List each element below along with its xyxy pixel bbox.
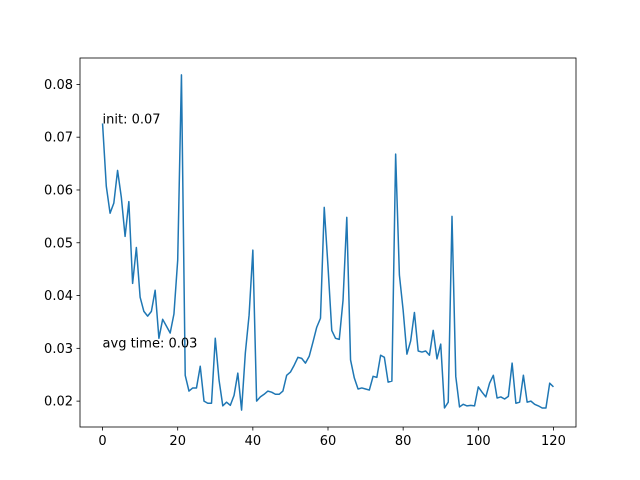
x-tick-label: 100 bbox=[466, 434, 491, 449]
y-tick-label: 0.05 bbox=[44, 236, 73, 251]
x-tick-label: 0 bbox=[98, 434, 106, 449]
x-tick-label: 80 bbox=[395, 434, 412, 449]
y-tick-label: 0.04 bbox=[44, 289, 73, 304]
line bbox=[101, 74, 554, 411]
y-tick-label: 0.07 bbox=[44, 131, 73, 146]
annotation: avg time: 0.03 bbox=[103, 336, 198, 351]
x-tick-label: 40 bbox=[245, 434, 262, 449]
x-tick-label: 120 bbox=[541, 434, 566, 449]
y-tick-label: 0.06 bbox=[44, 183, 73, 198]
y-tick-label: 0.03 bbox=[44, 342, 73, 357]
x-tick-label: 20 bbox=[169, 434, 186, 449]
annotation: init: 0.07 bbox=[103, 112, 161, 127]
y-tick-label: 0.08 bbox=[44, 78, 73, 93]
x-tick-label: 60 bbox=[320, 434, 337, 449]
plot-frame bbox=[79, 57, 577, 428]
y-tick-label: 0.02 bbox=[44, 395, 73, 410]
